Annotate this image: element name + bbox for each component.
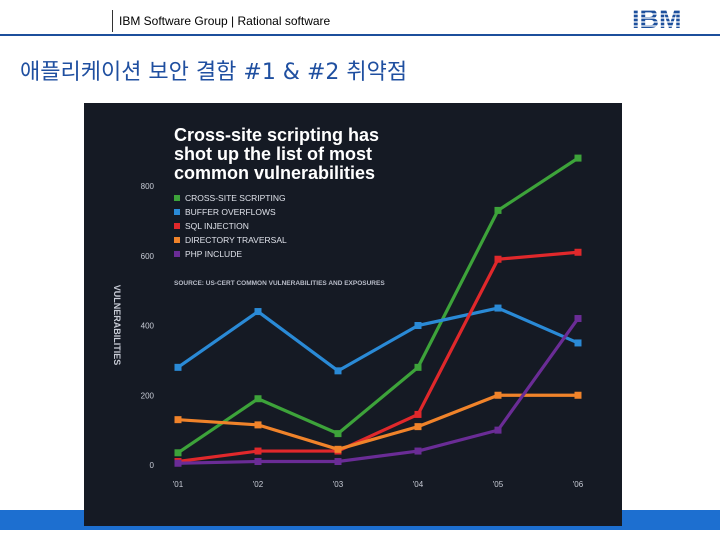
series-point [494, 206, 502, 214]
series-point [254, 395, 262, 403]
legend-swatch [174, 237, 180, 243]
series-point [174, 459, 182, 467]
series-point [334, 430, 342, 438]
series-point [414, 423, 422, 431]
x-tick-label: '05 [493, 480, 504, 489]
series-point [574, 391, 582, 399]
header-rule [0, 34, 720, 36]
series-point [254, 308, 262, 316]
series-point [414, 363, 422, 371]
series-point [254, 458, 262, 466]
header-group-text: IBM Software Group | Rational software [119, 14, 331, 28]
series-line [177, 393, 578, 451]
chart-series [174, 154, 582, 467]
series-point [574, 315, 582, 323]
legend-label: SQL INJECTION [185, 221, 249, 231]
x-axis-ticks: '01 '02 '03 '04 '05 '06 [173, 480, 584, 489]
y-tick-label: 800 [141, 182, 155, 191]
x-tick-label: '01 [173, 480, 184, 489]
legend-swatch [174, 223, 180, 229]
legend-label: BUFFER OVERFLOWS [185, 207, 276, 217]
series-point [334, 458, 342, 466]
series-point [574, 154, 582, 162]
series-line [177, 250, 579, 464]
ibm-logo: IBM [630, 4, 700, 32]
series-point [494, 255, 502, 263]
series-point [174, 416, 182, 424]
chart-source: SOURCE: US-CERT COMMON VULNERABILITIES A… [174, 280, 385, 287]
series-point [494, 304, 502, 312]
series-point [574, 339, 582, 347]
y-axis-label: VULNERABILITIES [112, 285, 122, 366]
series-point [174, 449, 182, 457]
x-tick-label: '04 [413, 480, 424, 489]
legend-swatch [174, 209, 180, 215]
x-tick-label: '02 [253, 480, 264, 489]
y-tick-label: 200 [141, 391, 155, 400]
series-point [174, 363, 182, 371]
chart-photo: Cross-site scripting has shot up the list… [84, 103, 622, 526]
legend-swatch [174, 195, 180, 201]
series-point [414, 322, 422, 329]
series-point [414, 447, 422, 455]
legend-swatch [174, 251, 180, 257]
y-axis-ticks: 0 200 400 600 800 [141, 182, 155, 470]
series-line [177, 156, 579, 455]
series-point [254, 421, 262, 429]
chart-title-line: shot up the list of most [174, 144, 372, 164]
y-tick-label: 0 [150, 461, 155, 470]
series-point [494, 391, 502, 399]
chart-title-line: Cross-site scripting has [174, 125, 379, 145]
header-bar: IBM Software Group | Rational software I… [0, 0, 720, 36]
y-tick-label: 400 [141, 322, 155, 331]
series-point [494, 426, 502, 434]
legend-label: DIRECTORY TRAVERSAL [185, 235, 287, 245]
series-point [334, 367, 342, 375]
x-tick-label: '03 [333, 480, 344, 489]
y-tick-label: 600 [141, 252, 155, 261]
series-point [574, 248, 582, 256]
slide-title: 애플리케이션 보안 결함 #1 & #2 취약점 [20, 60, 408, 85]
legend-label: CROSS-SITE SCRIPTING [185, 193, 286, 203]
series-point [414, 410, 422, 418]
x-tick-label: '06 [573, 480, 584, 489]
series-point [254, 447, 262, 455]
chart-title-line: common vulnerabilities [174, 163, 375, 183]
chart-legend: CROSS-SITE SCRIPTING BUFFER OVERFLOWS SQL … [174, 193, 287, 259]
legend-label: PHP INCLUDE [185, 249, 242, 259]
series-line [177, 317, 580, 465]
series-line [177, 306, 579, 373]
series-point [334, 445, 342, 453]
header-separator [112, 10, 113, 32]
